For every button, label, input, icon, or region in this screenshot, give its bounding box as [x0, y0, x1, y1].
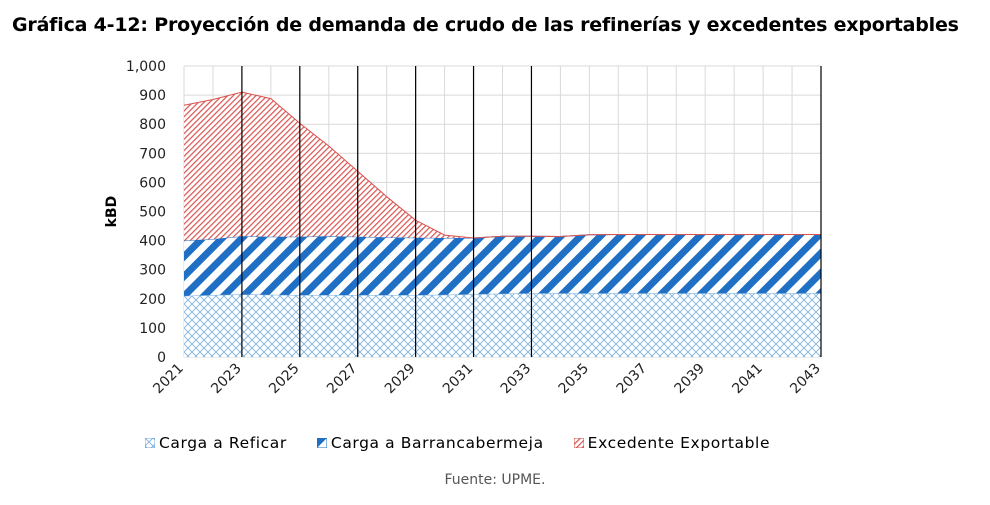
x-tick-label: 2043	[787, 361, 824, 398]
legend-label-reficar: Carga a Reficar	[159, 434, 287, 452]
plot-areas	[183, 91, 821, 357]
area-reficar	[184, 293, 821, 357]
legend-swatch-reficar	[145, 438, 155, 448]
x-tick-label: 2033	[498, 361, 535, 398]
y-tick-label: 300	[139, 263, 166, 279]
x-tick-label: 2037	[614, 361, 651, 398]
area-excedente	[184, 92, 821, 241]
y-tick-label: 100	[139, 321, 166, 337]
y-tick-label: 0	[157, 350, 166, 366]
x-tick-label: 2029	[382, 361, 419, 398]
area-excedente-edge	[183, 91, 821, 239]
y-tick-label: 500	[139, 205, 166, 221]
y-tick-label: 900	[139, 88, 166, 104]
x-tick-label: 2027	[324, 361, 361, 398]
x-tick-label: 2025	[266, 361, 303, 398]
y-axis-label: kBD	[104, 196, 120, 228]
y-tick-label: 600	[139, 175, 166, 191]
y-tick-label: 200	[139, 292, 166, 308]
source-note: Fuente: UPME.	[444, 472, 546, 488]
legend-item-barrancabermeja: Carga a Barrancabermeja	[316, 434, 544, 452]
legend-item-reficar: Carga a Reficar	[145, 434, 287, 452]
legend-label-barrancabermeja: Carga a Barrancabermeja	[330, 434, 544, 452]
legend-swatch-barrancabermeja	[316, 438, 327, 448]
x-tick-label: 2041	[729, 361, 766, 398]
legend-item-excedente: Excedente Exportable	[573, 434, 771, 452]
legend: Carga a Reficar Carga a Barrancabermeja …	[145, 434, 770, 452]
x-tick-label: 2039	[671, 361, 708, 398]
y-tick-label: 700	[139, 146, 166, 162]
x-tick-label: 2031	[440, 361, 477, 398]
y-tick-label: 1,000	[126, 59, 166, 75]
x-tick-label: 2035	[556, 361, 593, 398]
x-axis-ticks: 2021 2023 2025 2027 2029 2031 2033 2035 2037 2039…	[150, 361, 824, 398]
x-tick-label: 2021	[150, 361, 187, 398]
vertical-lines	[241, 66, 822, 357]
x-tick-label: 2023	[208, 361, 245, 398]
y-tick-label: 400	[139, 234, 166, 250]
y-axis-ticks: 0 100 200 300 400 500 600 700 800 900 1,000	[126, 59, 166, 366]
area-barrancabermeja	[184, 234, 821, 296]
legend-swatch-excedente	[573, 438, 584, 448]
y-tick-label: 800	[139, 117, 166, 133]
chart-title: Gráfica 4-12: Proyección de demanda de c…	[12, 14, 959, 36]
legend-label-excedente: Excedente Exportable	[587, 434, 771, 452]
